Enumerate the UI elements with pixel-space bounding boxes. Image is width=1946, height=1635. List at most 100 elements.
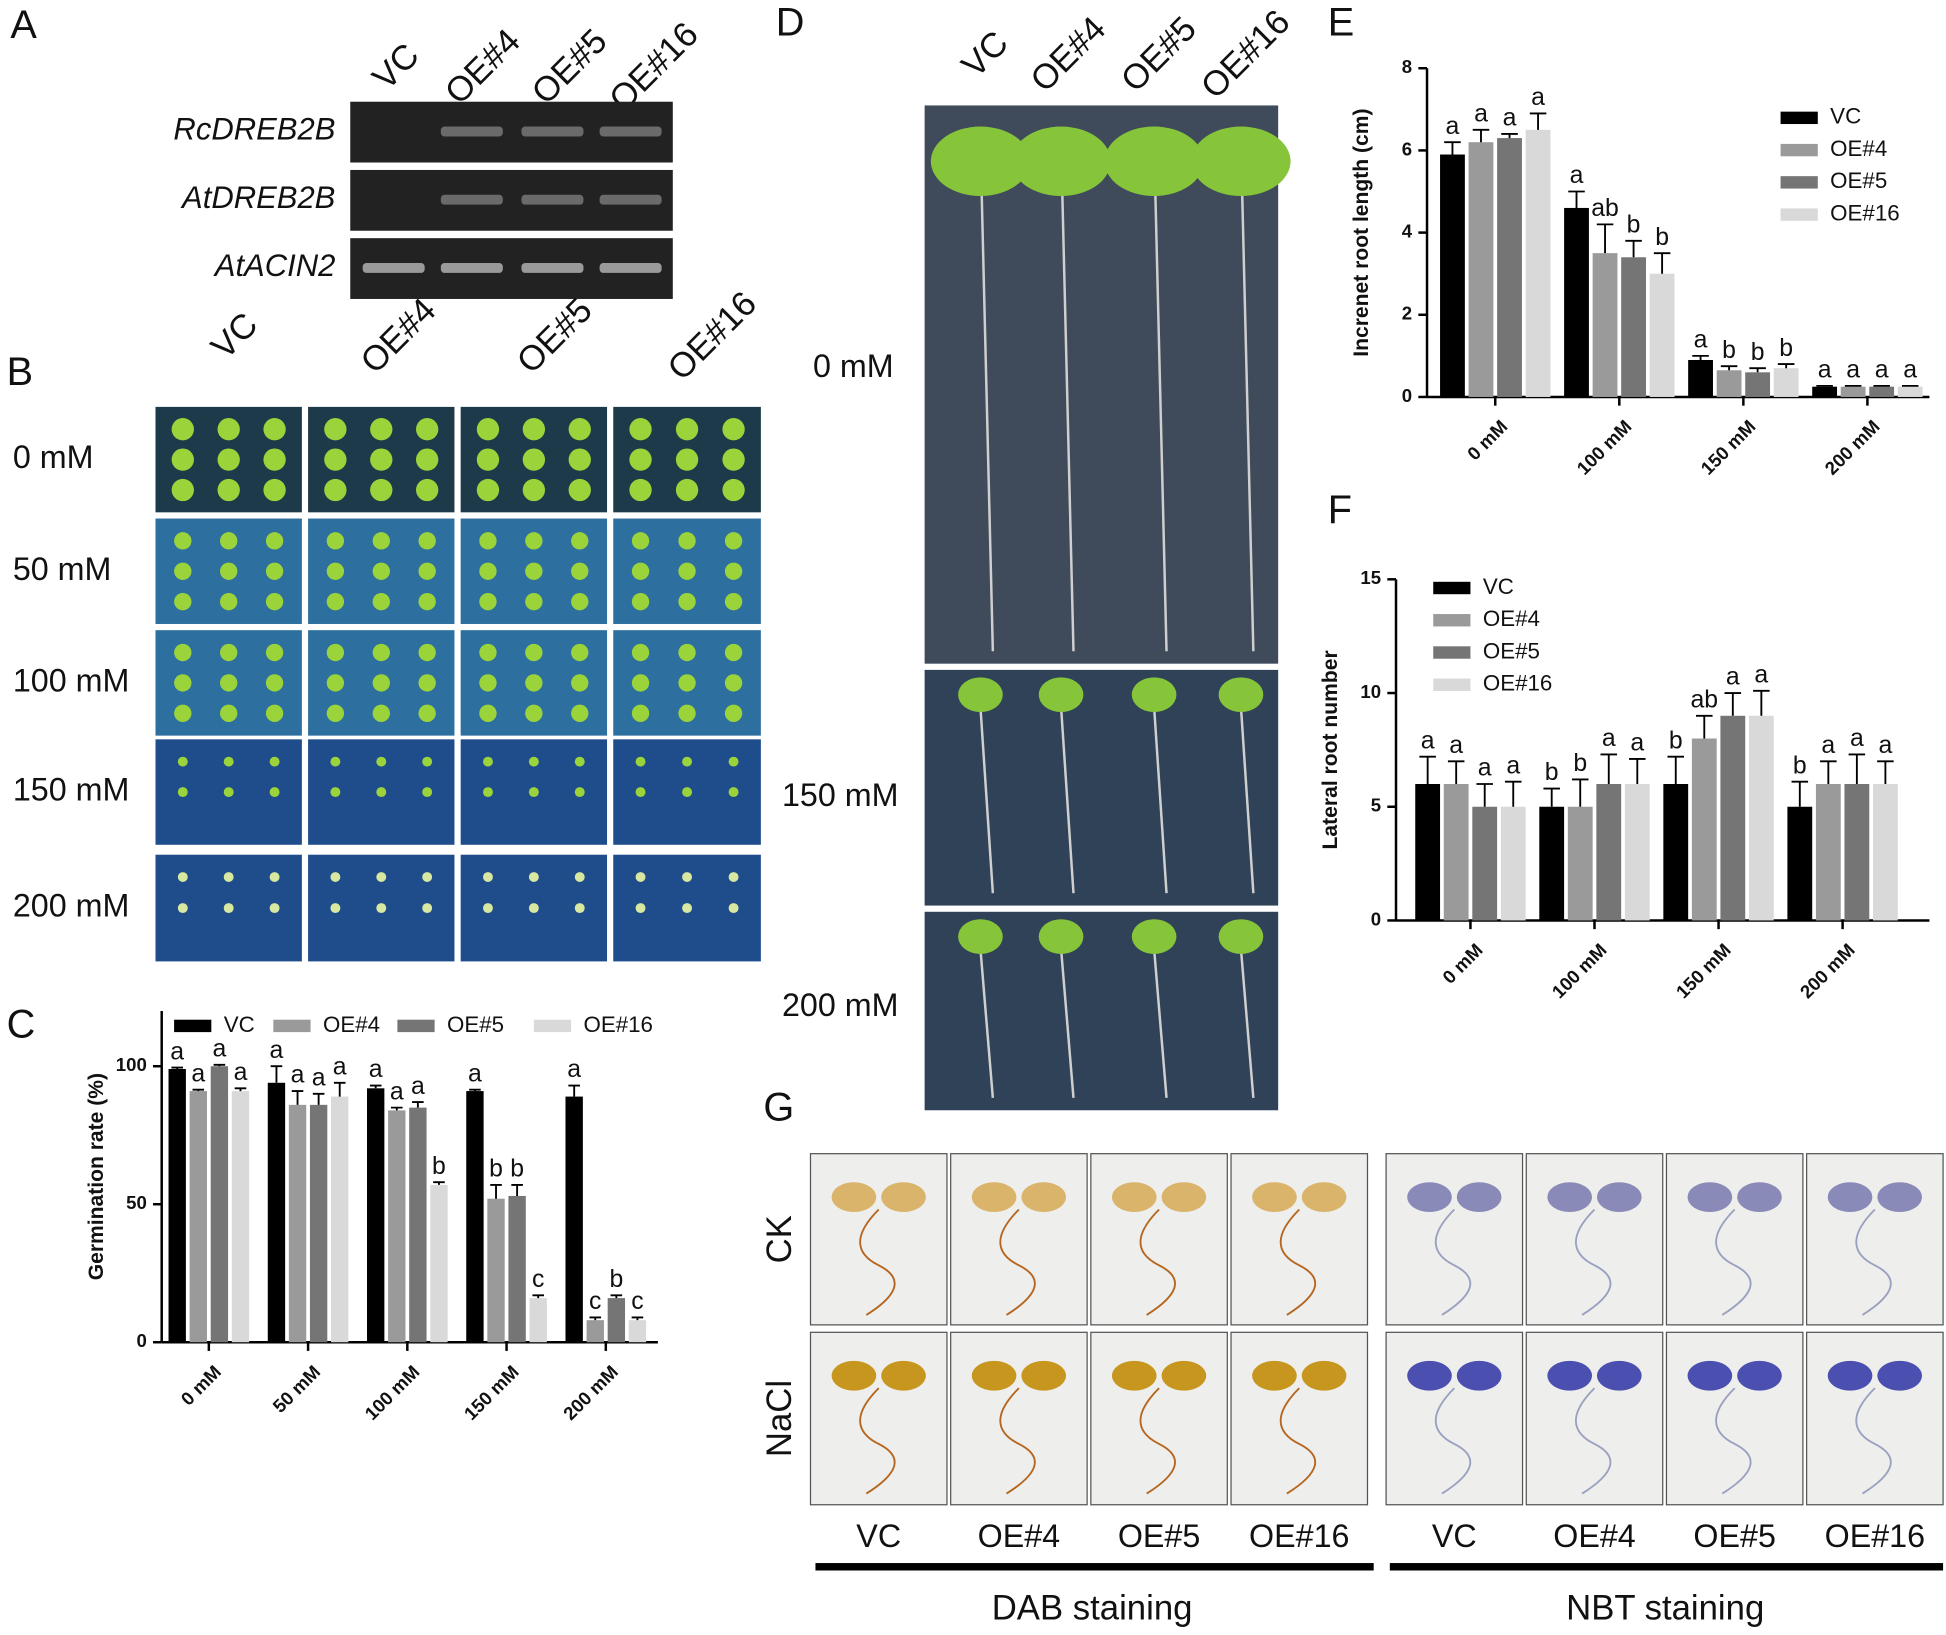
error-bar — [1447, 760, 1465, 785]
seedling — [330, 756, 341, 767]
significance-letter: b — [609, 1266, 623, 1293]
seedling — [525, 643, 543, 662]
seedling — [528, 872, 539, 883]
error-bar — [312, 1092, 325, 1105]
bar — [189, 1091, 207, 1343]
x-tick-label: 0 mM — [177, 1361, 225, 1409]
stain-column-label: OE#16 — [1249, 1518, 1349, 1554]
seedling — [376, 903, 387, 914]
significance-letter: b — [1627, 211, 1641, 238]
significance-letter: a — [1449, 732, 1463, 759]
seedling — [418, 592, 436, 611]
error-bar — [1692, 354, 1709, 360]
error-bar — [390, 1106, 403, 1111]
significance-letter: b — [1751, 339, 1765, 366]
significance-letter: a — [1903, 357, 1917, 384]
gene-label: AtACIN2 — [213, 248, 336, 283]
leaf — [1547, 1182, 1593, 1212]
root — [1059, 707, 1075, 894]
legend-swatch — [533, 1019, 572, 1033]
gel-column-label: OE#4 — [438, 22, 528, 112]
root — [1855, 1208, 1892, 1316]
significance-letter: a — [1850, 725, 1864, 752]
leaf — [1161, 1182, 1207, 1212]
significance-letter: b — [1779, 335, 1793, 362]
leaf — [881, 1182, 926, 1212]
seedling — [265, 674, 284, 692]
y-axis-label: Germination rate (%) — [85, 1073, 108, 1280]
group-label: NBT staining — [1566, 1589, 1764, 1627]
bar — [1872, 784, 1898, 921]
gel-column-label: VC — [366, 36, 427, 97]
legend-swatch — [1433, 646, 1471, 659]
seedling — [269, 872, 280, 883]
seedling — [326, 674, 345, 692]
seedling — [522, 448, 546, 471]
plate-row-label: 0 mM — [13, 439, 94, 475]
seedling — [376, 787, 387, 798]
seedling — [370, 448, 393, 471]
plate-column-label: VC — [204, 306, 265, 367]
leaf — [1407, 1360, 1452, 1391]
significance-letter: b — [1655, 224, 1669, 251]
bar — [1748, 715, 1774, 921]
significance-letter: a — [1474, 101, 1488, 128]
root — [1239, 142, 1255, 652]
significance-letter: a — [170, 1038, 184, 1065]
y-tick-label: 0 — [1371, 908, 1381, 929]
stain-row-label: NaCl — [761, 1380, 799, 1457]
seedling — [724, 643, 743, 662]
error-bar — [1820, 760, 1837, 785]
significance-letter: b — [432, 1153, 446, 1180]
error-bar — [1571, 778, 1589, 807]
significance-letter: a — [1818, 357, 1832, 384]
seedling — [1131, 677, 1177, 713]
stain-column-label: OE#5 — [1693, 1518, 1775, 1554]
bar — [1691, 738, 1717, 921]
bar — [1688, 359, 1713, 397]
seedling — [722, 478, 745, 502]
leaf — [1827, 1360, 1873, 1391]
seedling — [568, 448, 591, 471]
root — [1574, 1208, 1612, 1316]
x-tick-label: 200 mM — [1821, 416, 1884, 479]
legend-label: OE#16 — [1483, 671, 1552, 696]
seedling — [324, 478, 347, 502]
root — [1279, 1387, 1317, 1495]
leaf — [1456, 1182, 1502, 1212]
seedling — [479, 674, 497, 692]
significance-letter: a — [390, 1078, 404, 1105]
error-bar — [213, 1063, 226, 1067]
legend-label: OE#5 — [1483, 638, 1540, 663]
significance-letter: a — [1506, 752, 1520, 779]
seedling — [571, 643, 589, 662]
bar — [409, 1107, 427, 1343]
plate-row-label: 150 mM — [13, 772, 130, 808]
error-bar — [1877, 760, 1894, 785]
seedling — [372, 592, 390, 611]
seedling — [525, 532, 543, 550]
gel-band — [599, 126, 662, 137]
x-tick-label: 200 mM — [1796, 939, 1859, 1002]
root — [1239, 707, 1255, 894]
error-bar — [1753, 689, 1770, 716]
stain-photo — [809, 1331, 948, 1506]
error-bar — [1667, 755, 1685, 785]
bar — [1567, 806, 1593, 921]
stain-photo — [1385, 1153, 1524, 1326]
bar — [1812, 386, 1838, 397]
seedling — [1038, 677, 1084, 713]
seedling — [223, 903, 234, 914]
seedling — [1104, 126, 1204, 197]
gel-band — [521, 126, 584, 137]
significance-letter: b — [1573, 750, 1587, 777]
leaf — [1021, 1360, 1067, 1391]
plate-column-label: OE#4 — [1024, 10, 1114, 100]
seedling — [330, 903, 341, 914]
stain-photo — [1665, 1153, 1804, 1326]
bar — [1564, 207, 1589, 397]
y-tick-label: 0 — [1402, 385, 1412, 406]
error-bar — [1791, 780, 1809, 807]
plate-column-label: VC — [955, 24, 1016, 85]
